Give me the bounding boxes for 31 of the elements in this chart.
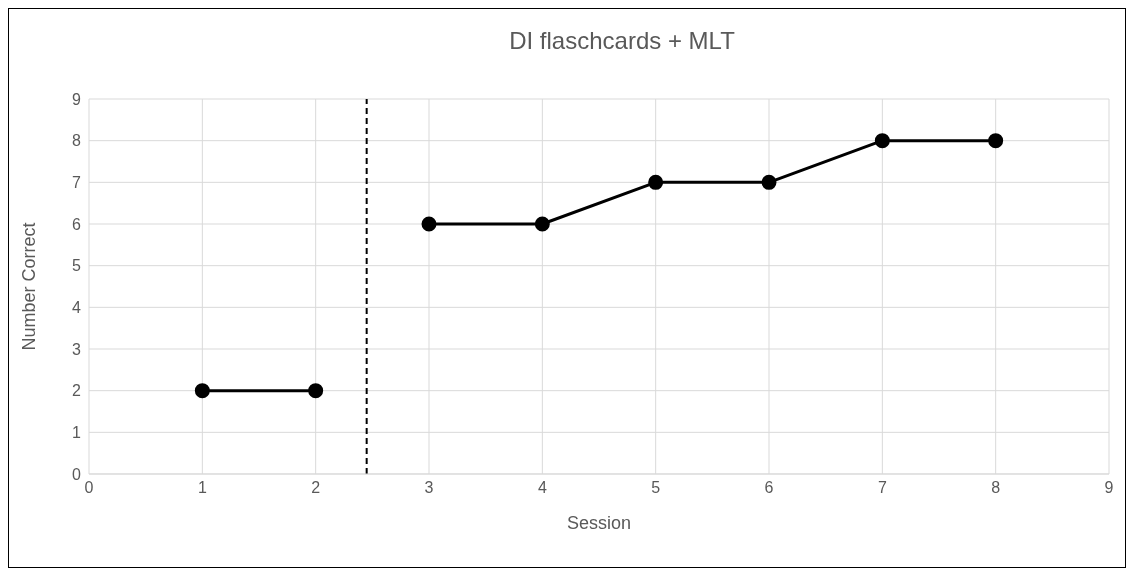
x-tick-label: 3 [424, 479, 434, 497]
chart-title: DI flaschcards + MLT [508, 27, 736, 55]
x-tick-label: 4 [537, 479, 547, 497]
y-tick-label: 8 [72, 132, 82, 150]
x-tick-label: 2 [311, 479, 321, 497]
point [534, 216, 550, 232]
y-tick-label: 7 [72, 174, 82, 192]
x-axis-title: Session [566, 513, 632, 533]
y-tick-label: 4 [72, 299, 82, 317]
point [648, 174, 664, 190]
x-tick-label: 6 [764, 479, 774, 497]
y-tick-label: 0 [72, 465, 82, 483]
x-tick-label: 7 [877, 479, 887, 497]
y-axis-title: Number Correct [19, 222, 40, 351]
point [874, 133, 890, 149]
point [988, 133, 1004, 149]
point [308, 383, 324, 399]
point [761, 174, 777, 190]
y-tick-label: 1 [72, 424, 82, 442]
x-tick-label: 8 [991, 479, 1001, 497]
x-tick-label: 9 [1104, 479, 1114, 497]
y-tick-label: 2 [72, 382, 82, 400]
x-tick-label: 5 [651, 479, 661, 497]
x-tick-label: 0 [84, 479, 94, 497]
x-tick-label: 1 [197, 479, 207, 497]
y-tick-label: 6 [72, 215, 82, 233]
point [421, 216, 437, 232]
y-tick-label: 9 [72, 90, 82, 108]
y-tick-label: 3 [72, 340, 82, 358]
point [194, 383, 210, 399]
y-tick-label: 5 [72, 257, 82, 275]
